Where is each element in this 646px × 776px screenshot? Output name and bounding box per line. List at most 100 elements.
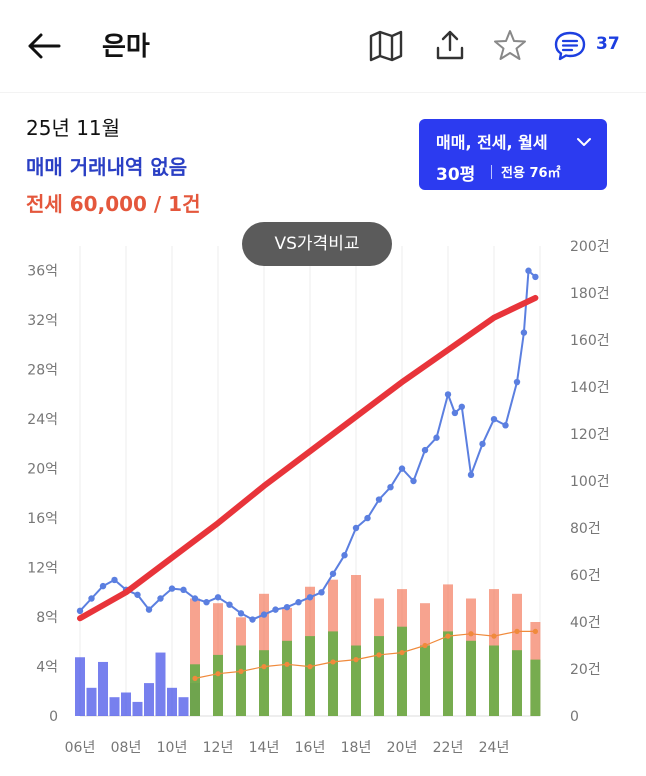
sale-volume-bar bbox=[178, 697, 189, 716]
rent-volume-bar bbox=[305, 636, 315, 716]
rent-volume-bar bbox=[466, 640, 476, 716]
rent-volume-bar bbox=[259, 650, 269, 716]
x-tick-label: 24년 bbox=[479, 740, 510, 756]
star-icon[interactable] bbox=[492, 28, 528, 64]
y-left-tick-label: 32억 bbox=[27, 313, 58, 329]
y-right-tick-label: 140건 bbox=[570, 380, 610, 396]
sale-price-point bbox=[451, 409, 459, 417]
sale-price-point bbox=[479, 440, 486, 448]
y-right-tick-label: 20건 bbox=[570, 662, 601, 678]
y-right-tick-label: 60건 bbox=[570, 568, 601, 584]
jeonse-price-point bbox=[192, 675, 198, 681]
sale-price-point bbox=[134, 591, 141, 598]
sale-price-point bbox=[214, 594, 222, 601]
y-right-tick-label: 100건 bbox=[570, 474, 610, 490]
top-bar: 은마 37 bbox=[0, 0, 646, 92]
comment-count[interactable]: 37 bbox=[596, 34, 620, 54]
back-arrow-icon[interactable] bbox=[24, 28, 64, 64]
sale-price-point bbox=[398, 465, 406, 472]
sale-price-point bbox=[433, 434, 440, 441]
sale-price-point bbox=[237, 610, 245, 617]
y-right-tick-label: 180건 bbox=[570, 286, 610, 302]
sale-price-point bbox=[249, 616, 256, 623]
sale-price-point bbox=[410, 477, 417, 485]
rent-volume-bar bbox=[512, 650, 522, 716]
y-left-tick-label: 8억 bbox=[36, 610, 58, 626]
sale-status: 매매 거래내역 없음 bbox=[26, 155, 188, 179]
x-tick-label: 06년 bbox=[65, 740, 96, 756]
sale-volume-bar bbox=[98, 661, 108, 716]
jeonse-price-point bbox=[399, 649, 405, 656]
x-tick-label: 22년 bbox=[433, 740, 464, 756]
jeonse-price-point bbox=[532, 628, 539, 634]
jeonse-volume-bar bbox=[190, 598, 200, 716]
sale-price-point bbox=[191, 595, 199, 602]
jeonse-price-point bbox=[215, 671, 221, 677]
rent-volume-bar bbox=[190, 664, 200, 716]
sale-price-point bbox=[168, 585, 176, 592]
y-left-tick-label: 28억 bbox=[27, 363, 58, 379]
sale-price-point bbox=[387, 483, 394, 491]
share-icon[interactable] bbox=[432, 28, 468, 64]
jeonse-price-point bbox=[491, 633, 497, 639]
sale-price-point bbox=[318, 589, 325, 596]
rent-volume-bar bbox=[443, 631, 453, 716]
sale-volume-bar bbox=[75, 657, 85, 716]
chevron-down-icon bbox=[577, 132, 591, 146]
vs-compare-button[interactable]: VS가격비교 bbox=[242, 222, 392, 266]
sale-price-point bbox=[157, 595, 164, 602]
y-right-tick-label: 120건 bbox=[570, 427, 610, 443]
sale-price-point bbox=[272, 606, 279, 613]
sale-price-point bbox=[467, 471, 475, 479]
sale-price-point bbox=[364, 514, 371, 522]
rent-volume-bar bbox=[351, 645, 361, 716]
jeonse-price-point bbox=[468, 631, 474, 637]
sale-price-point bbox=[99, 582, 107, 590]
y-left-tick-label: 24억 bbox=[27, 412, 58, 428]
sale-price-point bbox=[502, 422, 509, 429]
sale-price-point bbox=[283, 603, 291, 611]
x-tick-label: 08년 bbox=[111, 740, 142, 756]
jeonse-price-point bbox=[514, 628, 520, 634]
rent-volume-bar bbox=[397, 626, 407, 716]
sale-price-point bbox=[513, 378, 521, 386]
sale-volume-bar bbox=[132, 701, 143, 716]
sale-price-point bbox=[375, 496, 383, 503]
jeonse-price-point bbox=[284, 661, 290, 667]
sale-price-point bbox=[145, 606, 153, 613]
sale-price-point bbox=[341, 552, 348, 559]
price-chart[interactable]: 0 4억 8억 12억 16억 20억 24억 28억 32억 36억 0 20건 40건 60건 80건 1… bbox=[0, 230, 646, 776]
y-left-tick-label: 4억 bbox=[36, 660, 58, 676]
sale-price-point bbox=[458, 403, 465, 410]
chat-icon[interactable] bbox=[552, 28, 588, 64]
sale-price-point bbox=[76, 607, 84, 615]
y-right-tick-label: 80건 bbox=[570, 521, 601, 537]
trade-filter-button[interactable]: 매매, 전세, 월세 30평 전용 76㎡ bbox=[419, 119, 607, 190]
area-label: 전용 76㎡ bbox=[501, 166, 561, 181]
sale-price-point bbox=[525, 267, 532, 274]
x-tick-label: 14년 bbox=[249, 740, 280, 756]
sale-volume-bar bbox=[109, 697, 120, 716]
rent-volume-bar bbox=[282, 640, 292, 716]
sale-price-point bbox=[421, 446, 429, 454]
sale-price-point bbox=[306, 594, 314, 601]
jeonse-price-point bbox=[353, 657, 359, 663]
sale-volume-bar bbox=[121, 692, 131, 716]
y-left-tick-label: 36억 bbox=[27, 264, 58, 280]
sale-price-point bbox=[111, 576, 118, 584]
sale-price-point bbox=[88, 595, 95, 602]
page-title: 은마 bbox=[102, 32, 150, 62]
y-right-tick-label: 40건 bbox=[570, 615, 601, 631]
jeonse-price-point bbox=[445, 633, 451, 639]
jeonse-price-line bbox=[194, 630, 537, 679]
rent-volume-bar bbox=[213, 654, 223, 716]
x-tick-label: 18년 bbox=[341, 740, 372, 756]
rent-volume-bar bbox=[420, 645, 430, 716]
map-icon[interactable] bbox=[368, 28, 404, 64]
x-tick-label: 12년 bbox=[203, 740, 234, 756]
filter-divider bbox=[491, 165, 492, 179]
sale-price-point bbox=[329, 570, 337, 577]
sale-price-point bbox=[295, 599, 302, 606]
sale-price-point bbox=[352, 524, 360, 532]
sale-price-point bbox=[203, 599, 210, 606]
